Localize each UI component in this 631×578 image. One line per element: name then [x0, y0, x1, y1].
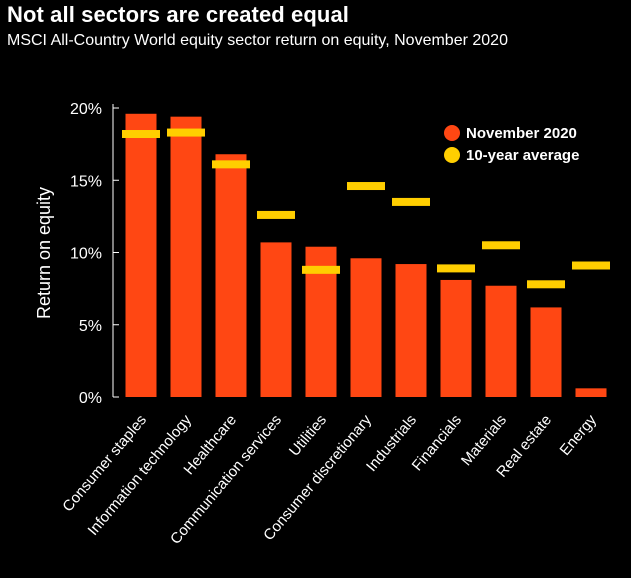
- bar: [260, 242, 292, 397]
- average-marker: [572, 261, 610, 270]
- average-marker: [122, 130, 160, 139]
- average-marker: [302, 265, 340, 274]
- bar: [440, 279, 472, 397]
- bar: [215, 154, 247, 397]
- bar: [530, 307, 562, 397]
- legend-label: November 2020: [466, 125, 577, 142]
- bar: [395, 264, 427, 397]
- legend-swatch: [444, 147, 460, 163]
- y-tick-label: 10%: [70, 246, 102, 263]
- y-tick-label: 15%: [70, 173, 102, 190]
- average-marker: [257, 210, 295, 219]
- average-marker: [527, 280, 565, 289]
- average-marker: [482, 241, 520, 250]
- x-category-label: Utilities: [286, 412, 330, 460]
- bar: [350, 258, 382, 397]
- x-category-label: Consumer staples: [59, 412, 150, 516]
- bar: [170, 116, 202, 398]
- average-marker: [392, 197, 430, 206]
- y-axis-title: Return on equity: [34, 187, 54, 319]
- y-tick-label: 20%: [70, 101, 102, 118]
- legend-label: 10-year average: [466, 147, 579, 164]
- bar: [125, 113, 157, 397]
- x-category-label: Energy: [556, 411, 600, 459]
- chart-subtitle: MSCI All-Country World equity sector ret…: [7, 32, 508, 49]
- bar: [575, 388, 607, 397]
- average-marker: [167, 128, 205, 137]
- bar: [485, 285, 517, 397]
- average-marker: [437, 264, 475, 273]
- chart-title: Not all sectors are created equal: [7, 2, 350, 27]
- average-marker: [347, 182, 385, 191]
- y-tick-label: 0%: [79, 390, 102, 407]
- average-marker: [212, 160, 250, 169]
- y-tick-label: 5%: [79, 318, 102, 335]
- legend-swatch: [444, 125, 460, 141]
